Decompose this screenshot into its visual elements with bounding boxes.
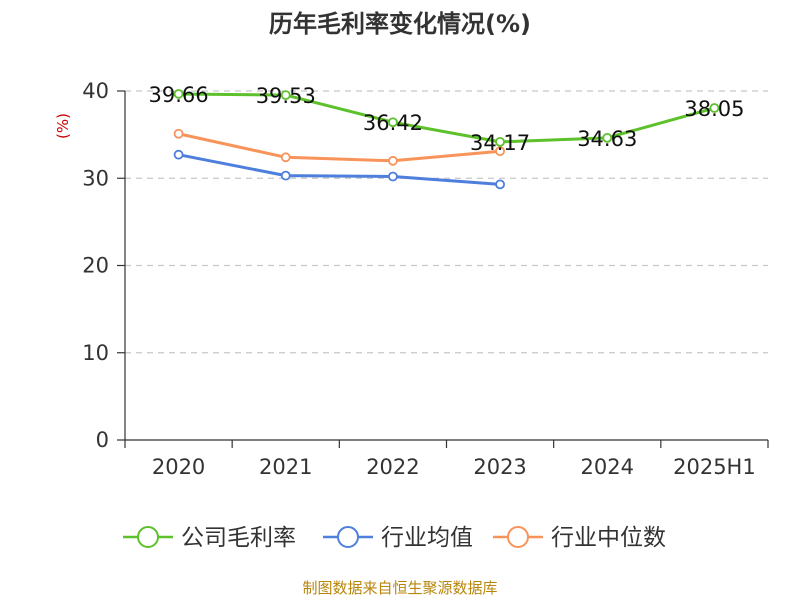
series-layer: [173, 89, 720, 190]
data-point[interactable]: [602, 132, 613, 143]
axes: 0 10 20 30 40 2020 2021 2022 2023 2024 2025H1: [82, 79, 769, 479]
data-point[interactable]: [173, 89, 184, 99]
x-tick-label: 2022: [366, 455, 419, 479]
data-point[interactable]: [388, 155, 398, 166]
legend-label: 行业均值: [381, 525, 473, 551]
y-tick-label: 40: [82, 79, 109, 103]
data-label: 39.66: [149, 83, 209, 107]
legend-label: 行业中位数: [551, 525, 666, 551]
series-1: [173, 149, 505, 190]
y-tick-label: 30: [82, 166, 109, 190]
data-point[interactable]: [388, 171, 398, 182]
y-tick-label: 0: [96, 428, 109, 452]
series-0: [173, 89, 720, 147]
legend-item[interactable]: 行业中位数: [493, 525, 666, 551]
data-point[interactable]: [495, 146, 505, 157]
x-tick-label: 2025H1: [673, 455, 756, 479]
y-tick-label: 10: [82, 341, 109, 365]
series-line: [178, 153, 501, 186]
data-point[interactable]: [280, 170, 291, 181]
x-tick-label: 2020: [152, 455, 205, 479]
series-2: [173, 128, 505, 166]
data-label: 34.17: [470, 131, 530, 155]
series-line: [178, 92, 715, 144]
x-tick-label: 2024: [581, 455, 634, 479]
data-point[interactable]: [388, 117, 398, 128]
data-label: 36.42: [363, 111, 423, 135]
series-line: [178, 132, 501, 163]
data-label: 38.05: [684, 97, 744, 121]
data-label: 34.63: [577, 127, 637, 151]
data-point[interactable]: [173, 128, 184, 139]
data-label-layer: 39.66 39.53 36.42 34.17 34.63 38.05: [149, 83, 745, 155]
data-point[interactable]: [709, 103, 720, 113]
data-point[interactable]: [173, 149, 184, 160]
data-point[interactable]: [280, 90, 291, 101]
x-tick-label: 2023: [473, 455, 526, 479]
legend-marker: [137, 526, 159, 548]
source-note: 制图数据来自恒生聚源数据库: [302, 579, 497, 597]
data-point[interactable]: [495, 179, 505, 190]
legend-marker: [507, 526, 529, 548]
legend-marker: [337, 526, 359, 548]
y-axis-unit-label: (%): [54, 113, 72, 139]
legend-item[interactable]: 公司毛利率: [123, 525, 296, 551]
data-point[interactable]: [280, 152, 291, 163]
x-tick-label: 2021: [259, 455, 312, 479]
y-tick-label: 20: [82, 254, 109, 278]
legend: 公司毛利率 行业均值 行业中位数: [123, 525, 666, 551]
data-label: 39.53: [256, 84, 316, 108]
legend-item[interactable]: 行业均值: [323, 525, 473, 551]
grid-lines: [125, 90, 768, 354]
chart-title: 历年毛利率变化情况(%): [269, 10, 531, 38]
data-point[interactable]: [495, 136, 505, 147]
legend-label: 公司毛利率: [181, 525, 296, 551]
